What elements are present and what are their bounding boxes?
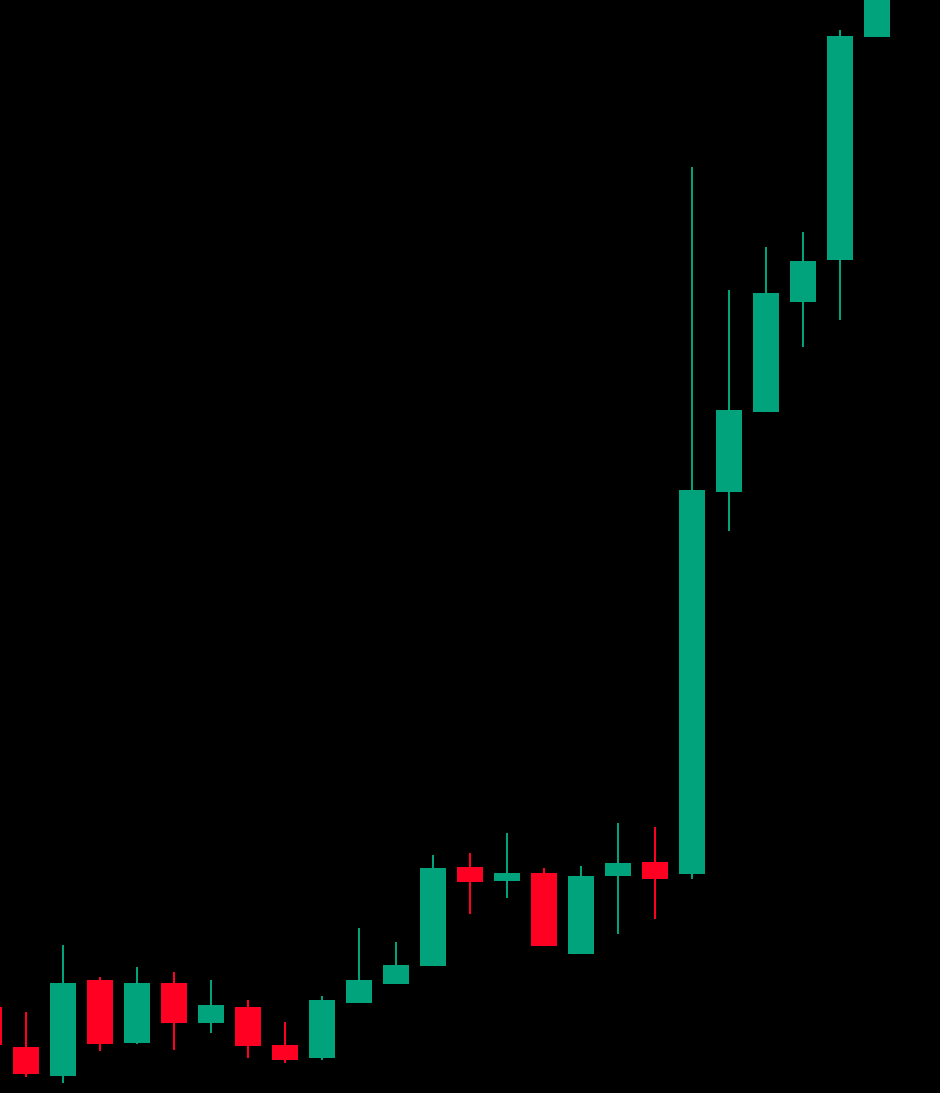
candle-body — [568, 876, 594, 954]
candle-body — [753, 293, 779, 412]
candle-body — [87, 980, 113, 1044]
candle-body — [235, 1007, 261, 1046]
candle-body — [50, 983, 76, 1076]
candle-body — [790, 261, 816, 302]
candle-body — [383, 965, 409, 984]
candle-body — [198, 1005, 224, 1023]
candle-body — [346, 980, 372, 1003]
candle-body — [272, 1045, 298, 1060]
candle-body — [420, 868, 446, 966]
candle-body — [494, 873, 520, 881]
candle-body — [309, 1000, 335, 1058]
candle-body — [457, 867, 483, 882]
candle-body — [679, 490, 705, 874]
candle-body — [0, 1007, 2, 1045]
candle-body — [531, 873, 557, 946]
candle-body — [864, 0, 890, 37]
candle-body — [605, 863, 631, 876]
candle-body — [827, 36, 853, 260]
candle-body — [716, 410, 742, 492]
candle-body — [13, 1047, 39, 1074]
candle-body — [161, 983, 187, 1023]
candle-body — [124, 983, 150, 1043]
candle-body — [642, 862, 668, 879]
